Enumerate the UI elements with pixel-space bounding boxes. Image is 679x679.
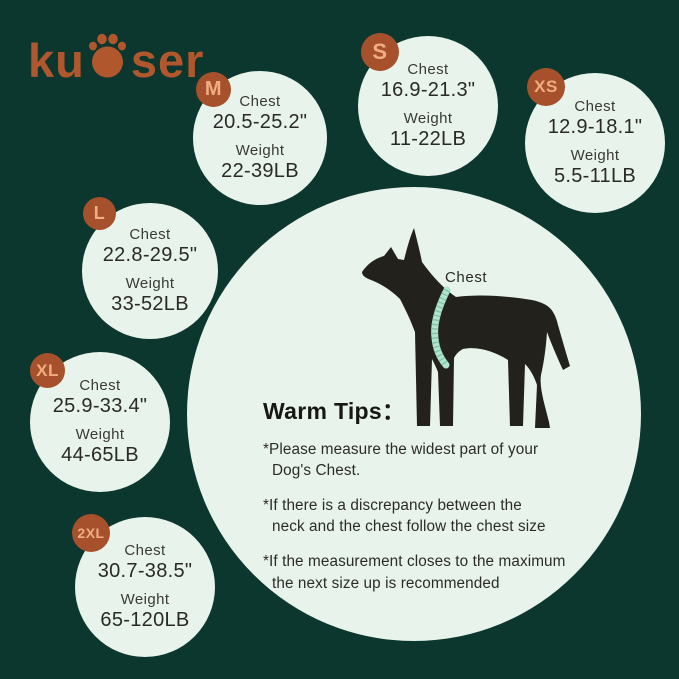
size-badge-l: L xyxy=(83,197,116,230)
chest-label: Chest xyxy=(239,93,281,110)
measuring-tape-ticks xyxy=(431,288,451,368)
size-badge-2xl: 2XL xyxy=(72,514,110,552)
chest-measure-label: Chest xyxy=(445,269,488,286)
size-circle-xs: XS Chest 12.9-18.1" Weight 5.5-11LB xyxy=(525,68,665,213)
weight-label: Weight xyxy=(125,275,175,292)
chest-label: Chest xyxy=(407,61,449,78)
weight-label: Weight xyxy=(570,147,620,164)
size-badge-xs: XS xyxy=(527,68,565,106)
chest-value: 12.9-18.1" xyxy=(547,116,643,138)
chest-label: Chest xyxy=(129,226,171,243)
size-badge-m: M xyxy=(196,72,231,107)
size-badge-s: S xyxy=(361,33,399,71)
weight-label: Weight xyxy=(120,591,170,608)
brand-logo: ku ser xyxy=(28,18,204,84)
weight-value: 65-120LB xyxy=(100,609,190,631)
size-circle-2xl: 2XL Chest 30.7-38.5" Weight 65-120LB xyxy=(72,514,215,657)
weight-label: Weight xyxy=(403,110,453,127)
chest-label: Chest xyxy=(124,542,166,559)
chest-label: Chest xyxy=(79,377,121,394)
weight-label: Weight xyxy=(235,142,285,159)
chest-value: 22.8-29.5" xyxy=(102,244,198,266)
dog-silhouette xyxy=(362,228,570,428)
weight-value: 44-65LB xyxy=(61,444,139,466)
size-circle-m: M Chest 20.5-25.2" Weight 22-39LB xyxy=(193,71,327,205)
chest-label: Chest xyxy=(574,98,616,115)
chest-value: 30.7-38.5" xyxy=(97,560,193,582)
size-circle-l: L Chest 22.8-29.5" Weight 33-52LB xyxy=(82,197,218,339)
tip-item: *If there is a discrepancy between the n… xyxy=(263,497,546,536)
tip-item: *If the measurement closes to the maximu… xyxy=(263,553,566,592)
chest-value: 25.9-33.4" xyxy=(52,395,148,417)
size-circle-s: S Chest 16.9-21.3" Weight 11-22LB xyxy=(358,33,498,176)
chest-value: 16.9-21.3" xyxy=(380,79,476,101)
size-badge-xl: XL xyxy=(30,353,65,388)
warm-tips: Warm Tips： *Please measure the widest pa… xyxy=(263,392,597,608)
weight-value: 5.5-11LB xyxy=(553,165,637,187)
warm-tips-title: Warm Tips： xyxy=(263,398,406,424)
measuring-guide-panel: Chest Warm Tips： *Please measure the wid… xyxy=(187,187,641,641)
logo-text-prefix: ku xyxy=(28,34,85,87)
weight-value: 22-39LB xyxy=(221,160,299,182)
weight-value: 11-22LB xyxy=(389,128,467,150)
weight-label: Weight xyxy=(75,426,125,443)
size-circle-xl: XL Chest 25.9-33.4" Weight 44-65LB xyxy=(30,352,170,492)
weight-value: 33-52LB xyxy=(111,293,189,315)
tip-item: *Please measure the widest part of your … xyxy=(263,441,539,480)
logo-text-suffix: ser xyxy=(130,34,205,87)
chest-value: 20.5-25.2" xyxy=(212,111,308,133)
paw-icon xyxy=(88,33,126,78)
